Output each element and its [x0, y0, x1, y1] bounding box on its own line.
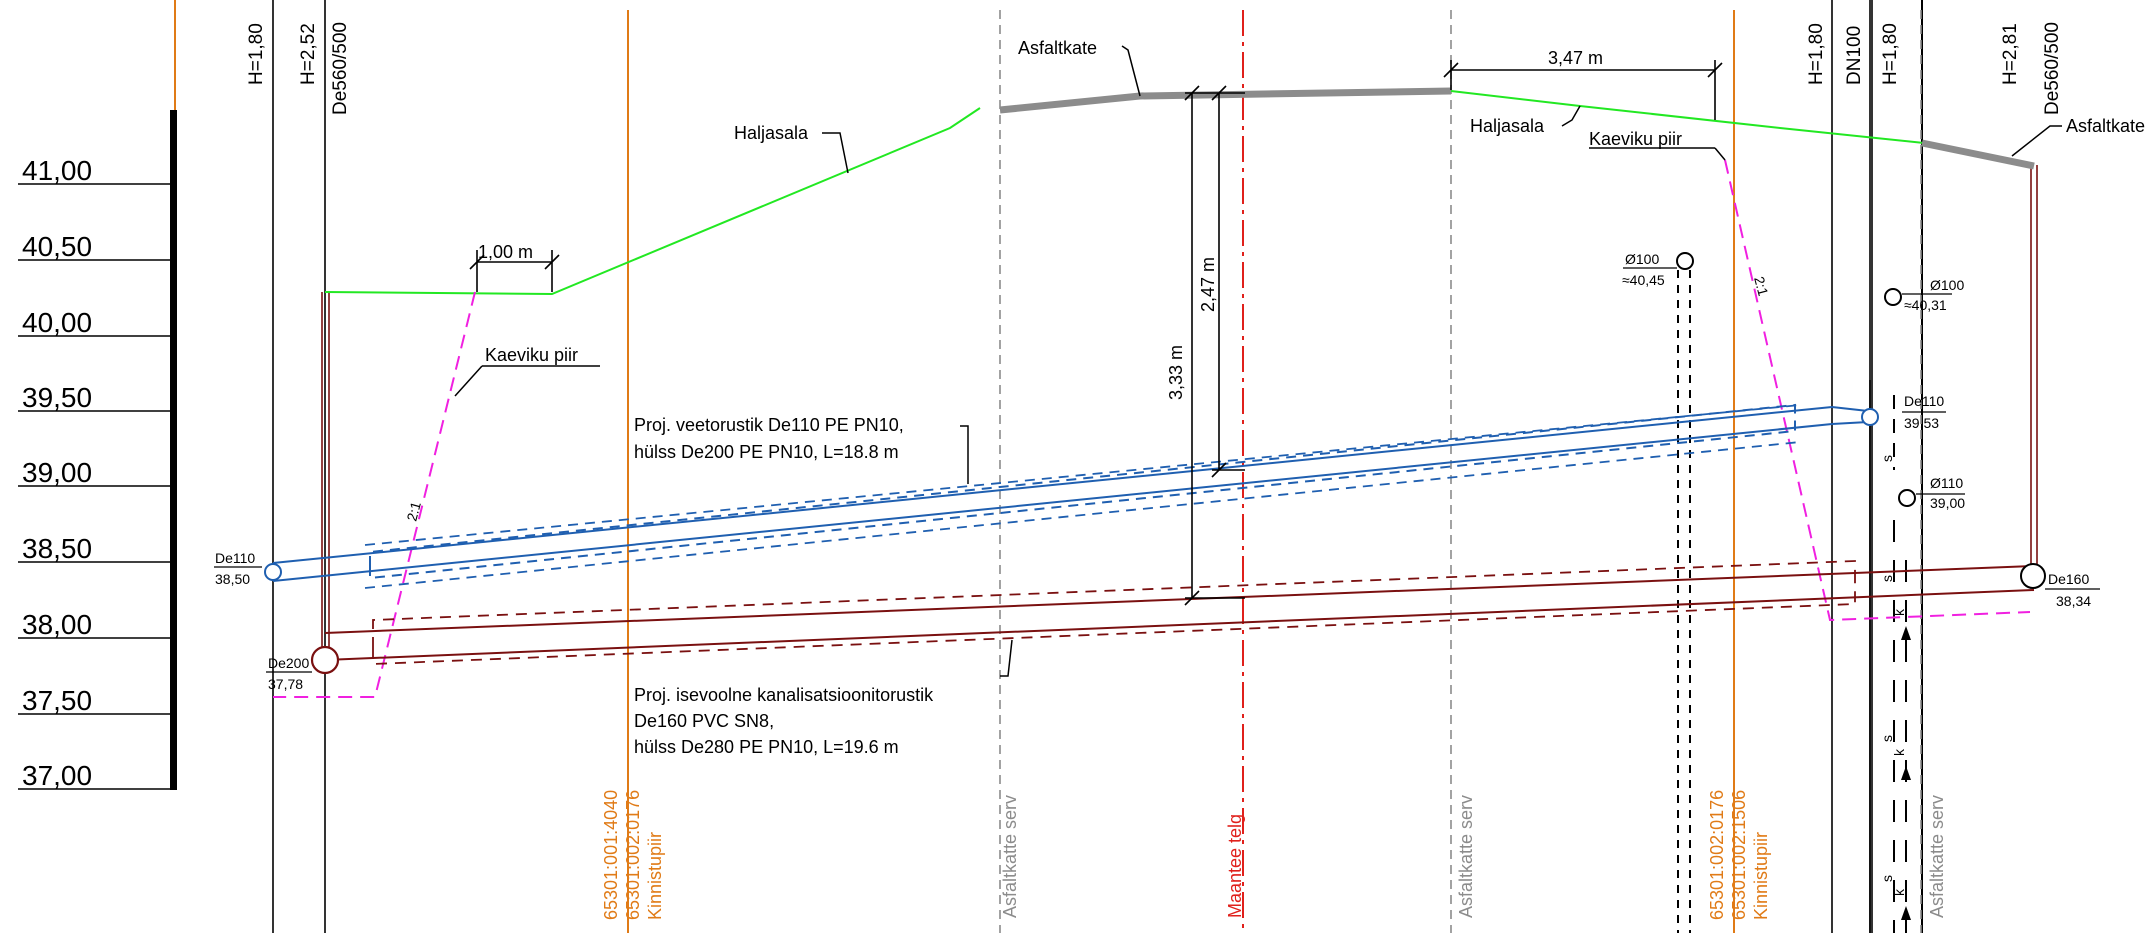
label-asfaltkate-1: Asfaltkate [1018, 38, 1097, 58]
scale-label-38-00: 38,00 [22, 609, 92, 640]
top-labels: H=1,80 H=2,52 De560/500 H=1,80 DN100 H=1… [246, 22, 2063, 115]
pipe-de110-left-level: 38,50 [215, 571, 250, 587]
label-kaeviku-piir-right: Kaeviku piir [1589, 129, 1682, 149]
left-structure [321, 292, 330, 655]
asphalt-layer-right [1921, 139, 2035, 170]
annotation-water-line-2: hülss De200 PE PN10, L=18.8 m [634, 442, 899, 462]
water-sleeve-bottom [364, 441, 1801, 589]
pipe-label-underlines [214, 267, 2100, 673]
ground-line [324, 107, 981, 296]
asphalt-edge-label-2: Asfaltkatte serv [1456, 795, 1476, 918]
label-asfaltkate-2: Asfaltkate [2066, 116, 2145, 136]
label-kaeviku-piir-left: Kaeviku piir [485, 345, 578, 365]
dimension-depth-1: 3,33 m [1166, 345, 1186, 400]
annotation-water-line-1: Proj. veetorustik De110 PE PN10, [634, 415, 904, 435]
label-h-1-80-right-2: H=1,80 [1880, 23, 1901, 85]
label-h-1-80: H=1,80 [246, 23, 267, 85]
asphalt-edge-label-1: Asfaltkatte serv [1000, 795, 1020, 918]
parcel-right-id-1: 65301:002:0176 [1707, 790, 1727, 920]
pipe-de110-right-icon [1861, 408, 1879, 426]
pipe-de110-left-name: De110 [215, 550, 255, 566]
duct-marker-k: k [1891, 888, 1907, 896]
pipe-de200-name: De200 [268, 655, 309, 671]
annotation-sewer-line-2: De160 PVC SN8, [634, 711, 774, 731]
duct-arrow-icons [1901, 626, 1911, 920]
pipe-de200-level: 37,78 [268, 676, 303, 692]
ground-line-right [1450, 90, 1925, 144]
pipe-d100-b-icon [1884, 288, 1902, 306]
parcel-left-id-2: 65301:002:0176 [623, 790, 643, 920]
scale-bar [170, 110, 177, 790]
scale-label-37-00: 37,00 [22, 760, 92, 791]
pipe-d110-name: Ø110 [1930, 475, 1963, 491]
label-h-2-52: H=2,52 [298, 23, 319, 85]
pipe-de160-level: 38,34 [2056, 593, 2091, 609]
scale-label-38-50: 38,50 [22, 533, 92, 564]
pipe-d100-a-name: Ø100 [1625, 251, 1659, 267]
duct-marker-s: s [1879, 875, 1895, 882]
duct-marker-s: s [1879, 575, 1895, 582]
dimension-lines [469, 60, 1723, 606]
asphalt-layer-left [999, 87, 1452, 114]
slope-label-left: 2:1 [403, 500, 424, 523]
existing-pipe-dotted [1677, 270, 1691, 933]
scale-label-37-50: 37,50 [22, 685, 92, 716]
pipe-de110-left-icon [264, 563, 282, 581]
parcel-left-boundary: Kinnistupiir [645, 832, 665, 920]
pipe-d100-a-level: ≈40,45 [1622, 272, 1665, 288]
pipe-d100-b-level: ≈40,31 [1904, 297, 1947, 313]
duct-marker-s: s [1879, 455, 1895, 462]
dimension-depth-2: 2,47 m [1198, 257, 1218, 312]
pipe-d110-level: 39,00 [1930, 495, 1965, 511]
right-structure [2030, 165, 2038, 570]
scale-label-40-00: 40,00 [22, 307, 92, 338]
pipe-d100-b-name: Ø100 [1930, 277, 1964, 293]
sewer-sleeve-bottom [372, 576, 1856, 665]
pipe-de110-right-level: 39,53 [1904, 415, 1939, 431]
pipe-d110-icon [1898, 489, 1916, 507]
water-pipe [272, 403, 1869, 582]
label-dn100: DN100 [1844, 26, 1865, 85]
scale-label-41-00: 41,00 [22, 155, 92, 186]
label-haljasala-1: Haljasala [734, 123, 809, 143]
dimension-width-1: 1,00 m [478, 242, 533, 262]
dimension-width-2: 3,47 m [1548, 48, 1603, 68]
label-h-1-80-right: H=1,80 [1806, 23, 1827, 85]
pipe-de200-icon [310, 645, 340, 675]
sewer-sleeve-top [372, 560, 1856, 648]
leader-lines [454, 45, 2062, 677]
duct-marker-k: k [1891, 748, 1907, 756]
pipe-de110-right-name: De110 [1904, 393, 1944, 409]
pipe-d100-a-icon [1676, 252, 1694, 270]
vertical-lines [272, 0, 1923, 933]
duct-marker-k: k [1891, 608, 1907, 616]
parcel-right-boundary: Kinnistupiir [1751, 832, 1771, 920]
slope-label-right: 2:1 [1751, 275, 1772, 298]
label-h-2-81: H=2,81 [2000, 23, 2021, 85]
trench-right-outline [1724, 159, 2031, 622]
annotation-sewer-line-1: Proj. isevoolne kanalisatsioonitorustik [634, 685, 934, 705]
scale-label-39-50: 39,50 [22, 382, 92, 413]
duct-marker-s: s [1879, 735, 1895, 742]
scale-label-40-50: 40,50 [22, 231, 92, 262]
asphalt-edge-label-3: Asfaltkatte serv [1927, 795, 1947, 918]
elevation-scale: 41,00 40,50 40,00 39,50 39,00 38,50 38,0… [18, 0, 177, 791]
parcel-right-id-2: 65301:002:1506 [1729, 790, 1749, 920]
annotation-sewer-line-3: hülss De280 PE PN10, L=19.6 m [634, 737, 899, 757]
label-haljasala-2: Haljasala [1470, 116, 1545, 136]
sewer-pipe [324, 565, 2035, 661]
pipe-de160-icon [2020, 563, 2046, 589]
label-de560-500-right: De560/500 [2042, 22, 2063, 115]
label-de560-500: De560/500 [330, 22, 351, 115]
road-axis-label: Maantee telg [1225, 814, 1245, 918]
duct-markers [1893, 395, 1907, 933]
parcel-left-id-1: 65301:001:4040 [601, 790, 621, 920]
water-sleeve-top [364, 404, 1801, 546]
pipe-de160-name: De160 [2048, 571, 2089, 587]
trench-left-outline [273, 291, 476, 698]
bottom-vertical-labels: 65301:001:4040 65301:002:0176 Kinnistupi… [601, 790, 1947, 920]
scale-label-39-00: 39,00 [22, 457, 92, 488]
